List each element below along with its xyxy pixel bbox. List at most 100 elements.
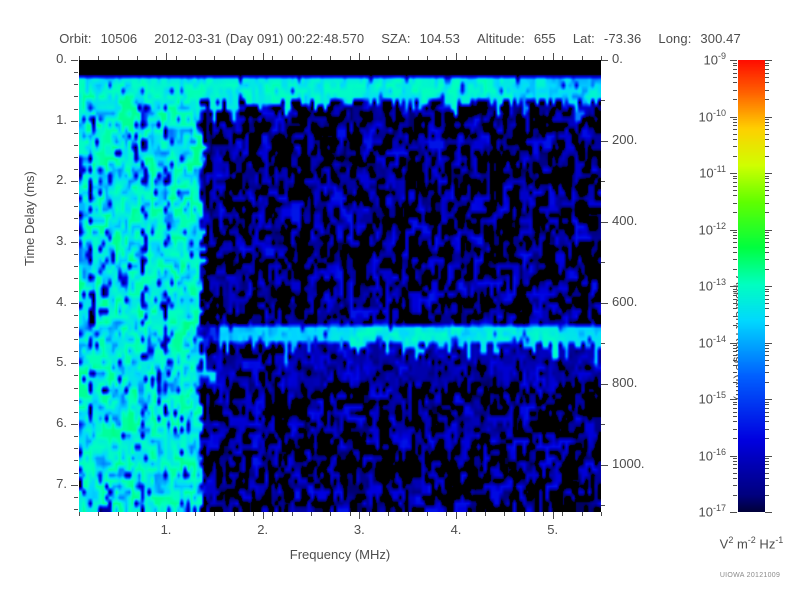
colorbar-tick-minor-right xyxy=(765,138,769,140)
x-tick-minor-top xyxy=(523,56,525,60)
colorbar-tick-minor-right xyxy=(765,458,769,460)
orbit-label: Orbit: xyxy=(59,31,92,46)
colorbar-unit-label: V2 m-2 Hz-1 xyxy=(719,535,784,552)
y2-tick-major xyxy=(601,140,608,142)
colorbar-tick-major-right xyxy=(765,455,772,457)
colorbar-tick-minor-right xyxy=(765,238,769,240)
colorbar-tick-minor xyxy=(733,404,737,406)
y-tick-label: 0. xyxy=(56,51,67,66)
colorbar-tick-minor xyxy=(733,89,737,91)
x-tick-major xyxy=(552,512,554,519)
y2-tick-major xyxy=(601,221,608,223)
colorbar-tick-minor-right xyxy=(765,355,769,357)
y-tick-minor xyxy=(74,339,78,341)
x-tick-major-top xyxy=(552,53,554,60)
colorbar-tick-minor-right xyxy=(765,195,769,197)
colorbar-tick-minor-right xyxy=(765,438,769,440)
colorbar-tick-minor xyxy=(733,401,737,403)
x-tick-minor-top xyxy=(349,56,351,60)
colorbar-tick-minor-right xyxy=(765,125,769,127)
y-tick-label: 1. xyxy=(56,111,67,127)
y-tick-minor xyxy=(74,132,78,134)
y-tick-label: 3. xyxy=(56,233,67,248)
colorbar-tick-minor-right xyxy=(765,472,769,474)
colorbar-tick-major xyxy=(730,455,737,457)
colorbar-tick-minor xyxy=(733,242,737,244)
y-tick-minor xyxy=(74,411,78,413)
colorbar-tick-major-right xyxy=(765,173,772,174)
x-tick-major xyxy=(262,512,264,519)
y-axis-title: Time Delay (ms) xyxy=(22,171,37,266)
colorbar-tick-minor-right xyxy=(765,325,769,327)
sza-value: 104.53 xyxy=(419,31,460,46)
colorbar-tick-minor-right xyxy=(765,99,769,101)
y-tick-major xyxy=(71,181,78,183)
y2-tick-minor xyxy=(601,262,605,264)
colorbar-tick-minor xyxy=(733,477,737,479)
x-tick-minor-top xyxy=(562,56,564,60)
colorbar-tick-major-right xyxy=(765,512,772,513)
x-tick-minor-top xyxy=(427,56,428,60)
colorbar-tick-minor xyxy=(733,347,737,349)
y-tick-label: 2. xyxy=(56,172,67,188)
x-tick-minor-top xyxy=(465,56,467,60)
y-tick-minor xyxy=(74,217,78,219)
colorbar-tick-minor xyxy=(733,129,737,131)
colorbar-tick-minor xyxy=(733,308,737,310)
colorbar-tick-label: 10-9 xyxy=(703,51,726,68)
y-tick-label: 4. xyxy=(56,293,67,309)
x-tick-minor xyxy=(311,512,312,516)
x-tick-minor xyxy=(407,512,409,516)
colorbar-tick-major-right xyxy=(765,286,772,287)
altitude-label: Altitude: xyxy=(476,31,525,46)
colorbar-tick-major-right xyxy=(765,399,772,400)
x-tick-minor-top xyxy=(485,56,486,60)
y-tick-minor xyxy=(74,157,78,159)
colorbar-tick-minor xyxy=(733,178,737,180)
colorbar-tick-minor xyxy=(733,460,737,462)
colorbar-tick-label: 10-16 xyxy=(698,446,726,463)
colorbar-tick-minor-right xyxy=(765,407,769,409)
colorbar-tick-minor-right xyxy=(765,242,769,244)
y-tick-minor xyxy=(74,169,78,171)
colorbar-tick-minor-right xyxy=(765,460,769,462)
colorbar-tick-minor-right xyxy=(765,294,769,296)
colorbar-tick-minor-right xyxy=(765,89,769,91)
colorbar-tick-minor-right xyxy=(765,212,769,214)
x-tick-minor-top xyxy=(311,56,312,60)
y2-tick-label: 0. xyxy=(612,51,623,66)
colorbar-tick-minor xyxy=(733,212,737,214)
colorbar-tick-minor xyxy=(733,234,737,236)
x-tick-major-top xyxy=(166,53,167,60)
y2-tick-major xyxy=(601,383,608,385)
x-tick-minor xyxy=(137,512,138,516)
x-tick-minor xyxy=(79,512,80,516)
y-tick-major xyxy=(71,242,78,243)
x-tick-minor-top xyxy=(446,56,448,60)
longitude-label: Long: xyxy=(658,31,692,46)
x-tick-minor-top xyxy=(137,56,138,60)
x-tick-major-top xyxy=(359,53,361,60)
colorbar-tick-minor xyxy=(733,185,737,187)
colorbar-tick-label: 10-13 xyxy=(698,277,726,294)
y-tick-label: 5. xyxy=(56,354,67,370)
colorbar-tick-minor-right xyxy=(765,232,769,234)
latitude-value: -73.36 xyxy=(603,31,642,46)
colorbar-tick-minor-right xyxy=(765,185,769,187)
colorbar-tick-minor-right xyxy=(765,421,769,423)
colorbar-tick-minor xyxy=(733,428,737,430)
colorbar-tick-minor xyxy=(733,294,737,296)
y-tick-minor xyxy=(74,387,78,389)
y2-tick-label: 1000. xyxy=(612,455,645,471)
y-tick-label: 6. xyxy=(56,415,67,431)
colorbar-tick-minor xyxy=(733,246,737,248)
colorbar-tick-minor-right xyxy=(765,381,769,383)
colorbar-tick-minor xyxy=(733,146,737,148)
credit-text: UIOWA 20121009 xyxy=(719,572,781,579)
y-tick-minor xyxy=(74,72,78,74)
colorbar-tick-minor xyxy=(733,351,737,353)
x-tick-minor xyxy=(504,512,506,516)
y2-tick-major xyxy=(601,302,608,304)
y2-tick-minor xyxy=(601,100,605,102)
latitude-label: Lat: xyxy=(572,31,595,46)
